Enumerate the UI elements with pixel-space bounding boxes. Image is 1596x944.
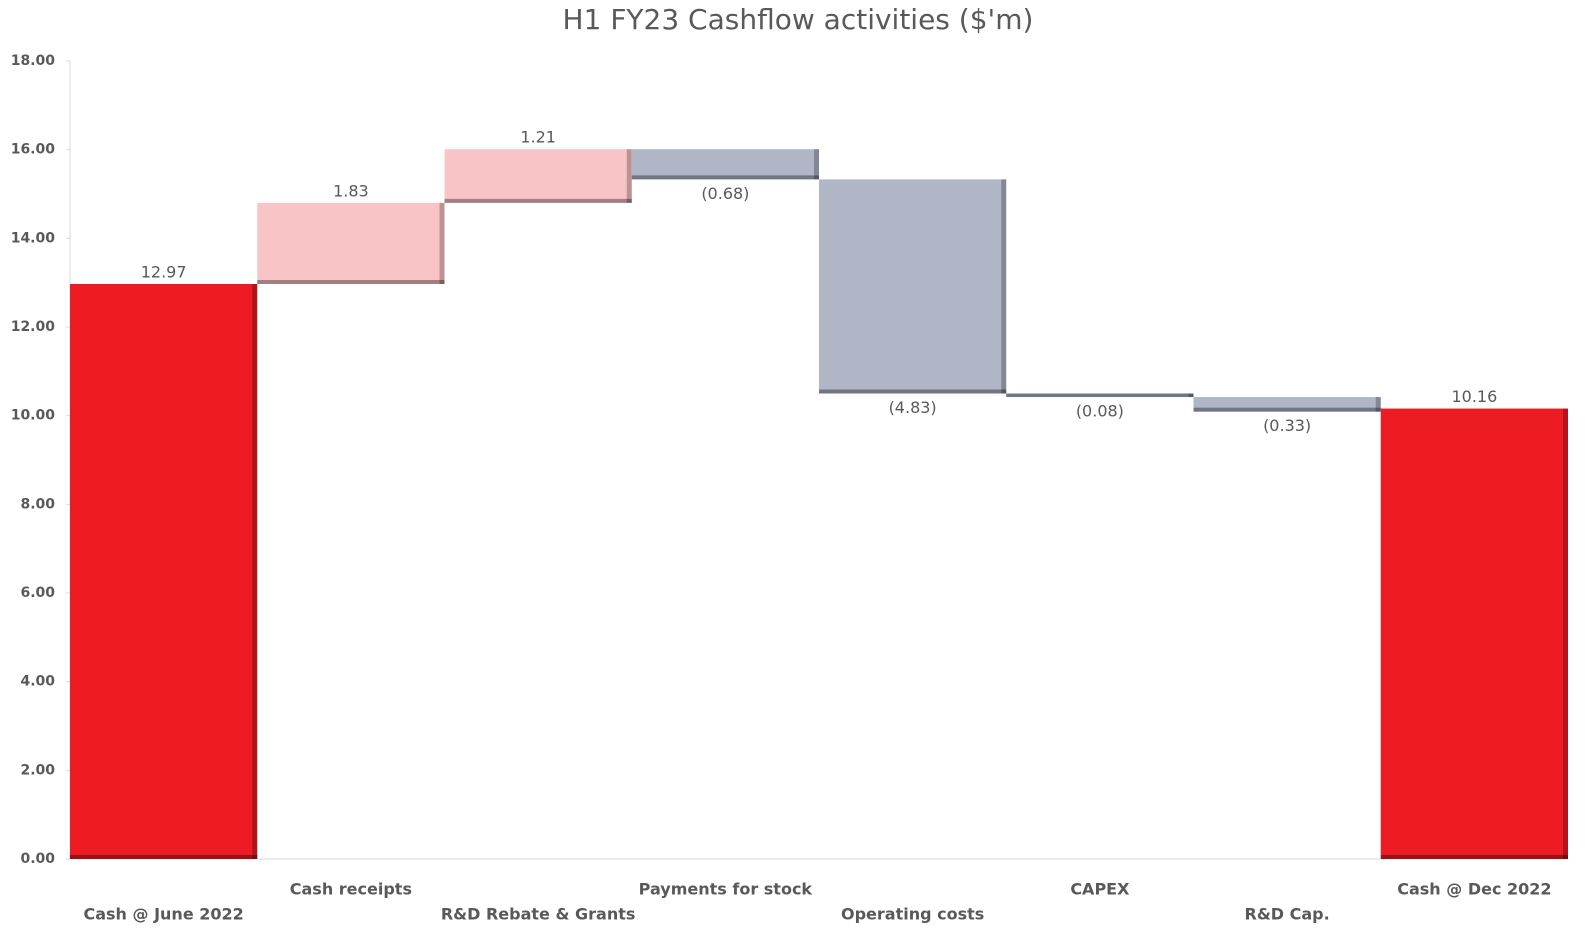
chart-title: H1 FY23 Cashflow activities ($'m) <box>563 3 1034 36</box>
bar-shadow <box>252 283 258 859</box>
bar-shadow <box>1375 397 1381 412</box>
bar <box>70 283 258 859</box>
bar-shadow <box>257 279 445 284</box>
y-tick-label: 16.00 <box>11 142 56 158</box>
bar-shadow <box>626 149 632 203</box>
bar-shadow <box>439 202 445 284</box>
x-tick-label: Operating costs <box>841 905 984 924</box>
bar <box>444 149 632 203</box>
bar-shadow <box>631 175 819 180</box>
bar-shadow <box>1188 393 1194 398</box>
bar-shadow <box>70 855 258 859</box>
bar-shadow <box>1006 393 1194 398</box>
y-tick-label: 8.00 <box>20 496 55 512</box>
y-tick-label: 2.00 <box>20 762 55 778</box>
bar <box>1006 393 1194 398</box>
bar-shadow <box>814 149 819 180</box>
value-label: 10.16 <box>1451 387 1497 406</box>
x-tick-label: Cash receipts <box>290 880 412 899</box>
x-tick-label: CAPEX <box>1070 880 1130 899</box>
x-tick-label: R&D Rebate & Grants <box>441 905 636 924</box>
bar <box>1193 397 1381 412</box>
bar <box>819 179 1007 394</box>
bar-shadow <box>444 198 632 203</box>
x-tick-label: Cash @ June 2022 <box>83 905 243 924</box>
value-label: (0.68) <box>701 184 749 203</box>
bar <box>631 149 819 180</box>
y-tick-label: 18.00 <box>11 53 56 69</box>
bar-shadow <box>1001 179 1007 394</box>
y-tick-label: 0.00 <box>20 851 55 867</box>
bar <box>1380 408 1568 859</box>
y-tick-label: 6.00 <box>20 585 55 601</box>
bar <box>257 202 445 284</box>
value-label: 12.97 <box>141 262 187 281</box>
value-label: (0.33) <box>1263 416 1311 435</box>
value-label: 1.21 <box>520 128 556 147</box>
y-tick-label: 10.00 <box>11 408 56 424</box>
y-tick-label: 4.00 <box>20 674 55 690</box>
y-tick-label: 12.00 <box>11 319 56 335</box>
bar-shadow <box>819 389 1007 394</box>
y-tick-label: 14.00 <box>11 230 56 246</box>
x-tick-label: R&D Cap. <box>1245 905 1330 924</box>
bar-shadow <box>1193 407 1381 412</box>
value-label: 1.83 <box>333 181 369 200</box>
value-label: (4.83) <box>889 398 937 417</box>
value-label: (0.08) <box>1076 402 1124 421</box>
x-tick-label: Cash @ Dec 2022 <box>1397 880 1551 899</box>
bar-shadow <box>1380 855 1568 859</box>
bar-shadow <box>1563 408 1568 859</box>
x-tick-label: Payments for stock <box>639 880 813 899</box>
